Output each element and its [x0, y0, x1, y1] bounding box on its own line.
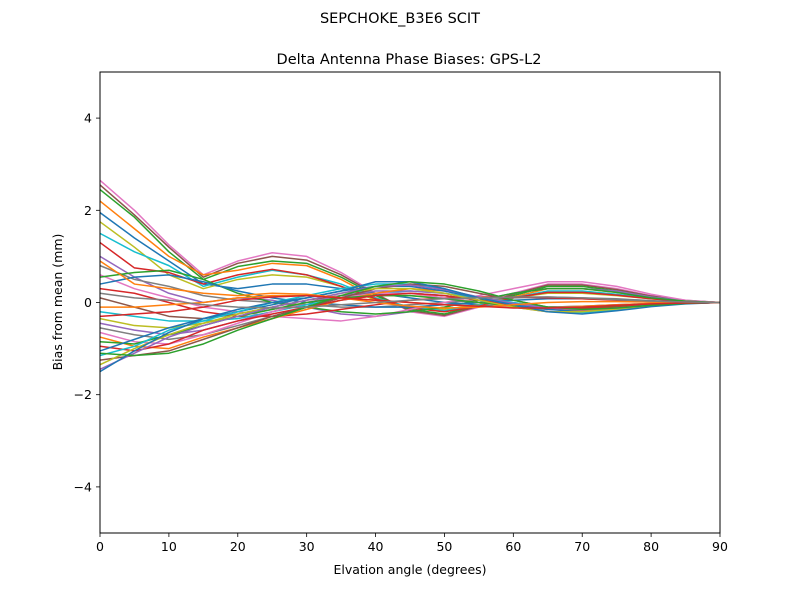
x-tick-label: 10	[161, 539, 177, 554]
y-tick-label: −4	[74, 479, 92, 494]
y-tick-label: 2	[84, 203, 92, 218]
chart-suptitle: SEPCHOKE_B3E6 SCIT	[320, 11, 480, 27]
x-tick-label: 0	[96, 539, 104, 554]
chart-title: Delta Antenna Phase Biases: GPS-L2	[277, 52, 542, 68]
series-line-12	[99, 269, 721, 315]
series-line-32	[99, 260, 720, 309]
x-tick-label: 20	[230, 539, 246, 554]
plot-lines	[99, 179, 721, 373]
x-tick-label: 90	[712, 539, 728, 554]
series-line-31	[99, 281, 721, 357]
series-line-10	[99, 264, 721, 308]
x-tick-label: 80	[643, 539, 659, 554]
y-tick-label: −2	[74, 387, 92, 402]
y-axis-label: Bias from mean (mm)	[50, 234, 65, 371]
x-tick-label: 60	[505, 539, 521, 554]
series-line-28	[99, 287, 721, 366]
series-line-8	[99, 241, 721, 313]
y-tick-label: 4	[84, 111, 92, 126]
y-axis-ticks: −4 −2 0 2 4	[74, 111, 100, 494]
x-axis-ticks: 0 10 20 30 40 50 60 70 80 90	[96, 533, 728, 554]
series-line-34	[99, 292, 721, 309]
y-tick-label: 0	[84, 295, 92, 310]
series-line-33	[99, 294, 721, 318]
x-tick-label: 40	[368, 539, 384, 554]
x-tick-label: 70	[574, 539, 590, 554]
x-axis-label: Elvation angle (degrees)	[333, 562, 486, 577]
x-tick-label: 30	[299, 539, 315, 554]
x-tick-label: 50	[436, 539, 452, 554]
series-line-2	[99, 184, 721, 317]
series-line-24	[99, 292, 721, 352]
